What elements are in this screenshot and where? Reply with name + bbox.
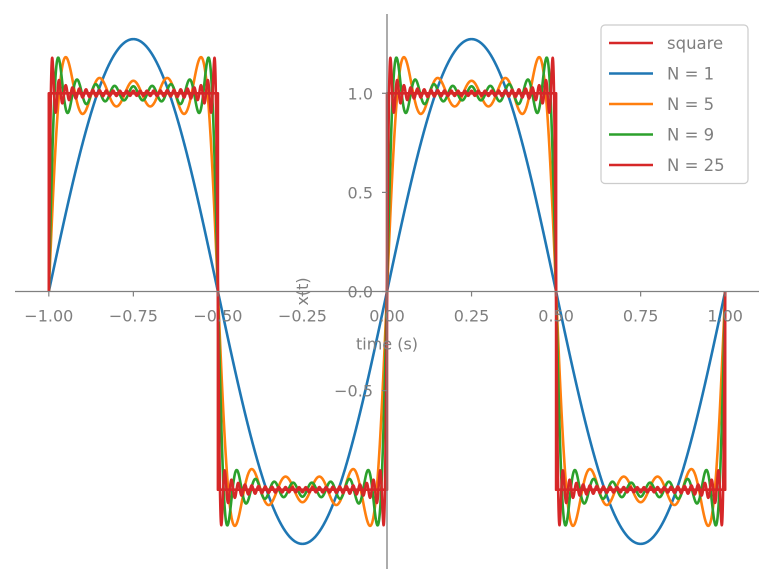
x-tick-label: 1.00 <box>707 307 743 326</box>
x-axis-label: time (s) <box>356 335 418 354</box>
legend-label: N = 25 <box>667 156 725 175</box>
legend-label: square <box>667 34 723 53</box>
x-tick-label: 0.25 <box>454 307 490 326</box>
legend: square N = 1 N = 5 N = 9 N = 25 <box>600 24 749 185</box>
y-axis-label: x(t) <box>293 277 312 305</box>
y-tick-label: −0.5 <box>334 382 373 401</box>
x-tick-label: −1.00 <box>24 307 73 326</box>
x-tick-label: 0.00 <box>369 307 405 326</box>
x-tick-label: 0.50 <box>538 307 574 326</box>
y-tick-label: 0.5 <box>348 183 373 202</box>
legend-label: N = 5 <box>667 95 714 114</box>
x-tick-label: 0.75 <box>623 307 659 326</box>
x-tick-label: −0.25 <box>278 307 327 326</box>
legend-label: N = 1 <box>667 65 714 84</box>
x-tick-label: −0.50 <box>193 307 242 326</box>
legend-label: N = 9 <box>667 126 714 145</box>
legend-frame <box>600 24 749 185</box>
y-tick-label: 0.0 <box>348 283 373 302</box>
ticks-layer: −1.00 −0.75 −0.50 −0.25 0.00 0.25 0.50 0.75 1.00… <box>24 84 743 400</box>
y-tick-label: 1.0 <box>348 84 373 103</box>
x-tick-label: −0.75 <box>109 307 158 326</box>
